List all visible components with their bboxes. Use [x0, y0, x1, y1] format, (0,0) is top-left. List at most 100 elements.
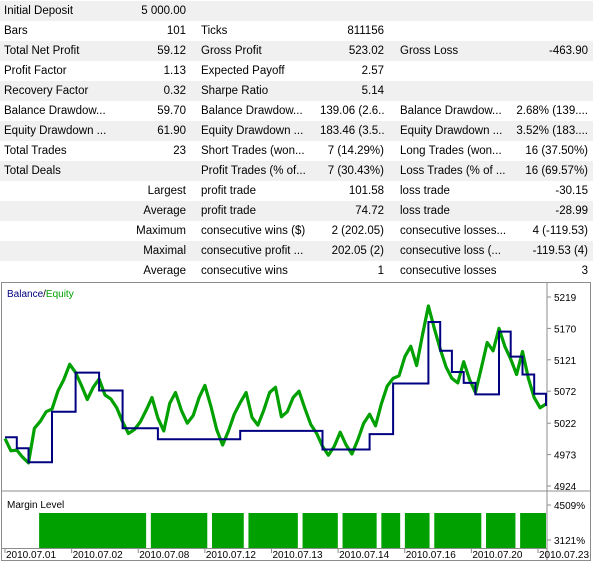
report-label: Total Deals — [4, 165, 61, 177]
balance-series — [5, 321, 547, 464]
report-value: -28.99 — [555, 205, 588, 217]
report-label: Equity Drawdown ... — [201, 125, 304, 137]
report-value: 7 (14.29%) — [327, 145, 384, 157]
report-row: Bars 101 Ticks 811156 — [0, 21, 593, 41]
margin-bar — [150, 513, 208, 548]
report-label — [201, 1, 321, 21]
report-value: Average — [143, 205, 186, 217]
report-row: Profit Factor 1.13 Expected Payoff 2.57 — [0, 61, 593, 81]
report-label: loss trade — [400, 205, 450, 217]
report-value: 16 (37.50%) — [525, 145, 588, 157]
report-label: Bars — [4, 25, 28, 37]
report-label: consecutive losses — [400, 265, 497, 277]
margin-tick-label: 3121% — [554, 536, 585, 547]
report-value: 2.68% (139.... — [516, 105, 588, 117]
report-label — [4, 181, 124, 201]
margin-bar — [342, 513, 377, 548]
report-label: Gross Loss — [400, 45, 459, 57]
report-label: consecutive loss (... — [400, 245, 501, 257]
y-tick-label: 5121 — [554, 356, 577, 367]
balance-equity-chart: Balance / Equity 4924 4973 5022 5072 5121 517… — [1, 282, 591, 561]
report-row: Maximal consecutive profit ... 202.05 (2) c… — [0, 241, 593, 261]
margin-bar — [520, 513, 546, 548]
margin-bar — [404, 513, 430, 548]
legend-balance: Balance — [7, 289, 44, 300]
report-label: Total Trades — [4, 145, 67, 157]
margin-level-title: Margin Level — [7, 500, 64, 511]
report-value: 3.52% (183.... — [516, 125, 588, 137]
y-tick-label: 4973 — [554, 451, 577, 462]
report-value — [500, 21, 588, 41]
report-label: consecutive wins ($) — [201, 225, 306, 237]
report-value: 5.14 — [361, 85, 384, 97]
report-value: 2 (202.05) — [331, 225, 384, 237]
report-row: Maximum consecutive wins ($) 2 (202.05) con… — [0, 221, 593, 241]
report-value: -119.53 (4) — [532, 245, 588, 257]
report-value: 3 — [581, 265, 588, 277]
report-label: Balance Drawdow... — [4, 105, 106, 117]
report-row: Balance Drawdow... 59.70 Balance Drawdow..… — [0, 101, 593, 121]
x-tick-label: 2010.07.12 — [206, 550, 256, 560]
report-value: Maximum — [136, 225, 186, 237]
report-label: Loss Trades (% of ... — [400, 165, 506, 177]
report-value — [320, 1, 384, 21]
report-value: -30.15 — [555, 185, 588, 197]
report-row: Initial Deposit 5 000.00 — [0, 1, 593, 21]
x-tick-label: 2010.07.08 — [139, 550, 189, 560]
report-label: consecutive losses... — [400, 225, 507, 237]
report-label: Equity Drawdown ... — [4, 125, 107, 137]
report-value: 183.46 (3.5... — [320, 125, 384, 137]
report-value: 0.32 — [163, 85, 186, 97]
margin-bar — [302, 513, 338, 548]
report-label — [4, 241, 124, 261]
report-label: Profit Factor — [4, 65, 67, 77]
report-value: 74.72 — [355, 205, 384, 217]
margin-bar — [434, 513, 482, 548]
y-tick-label: 5022 — [554, 419, 577, 430]
report-value: 139.06 (2.6... — [320, 105, 384, 117]
report-label: Recovery Factor — [4, 85, 89, 97]
report-label: Total Net Profit — [4, 45, 80, 57]
report-label — [400, 61, 510, 81]
report-value: 523.02 — [348, 45, 384, 57]
report-label — [4, 221, 124, 241]
report-value: 101 — [166, 25, 186, 37]
report-label — [4, 261, 124, 281]
report-value: 101.58 — [348, 185, 384, 197]
report-value: 1.13 — [163, 65, 186, 77]
report-value — [120, 161, 186, 181]
chart-canvas: Balance / Equity 4924 4973 5022 5072 5121 517… — [2, 283, 590, 560]
report-row: Average consecutive wins 1 consecutive loss… — [0, 261, 593, 281]
report-table: Initial Deposit 5 000.00 Bars 101 Ticks 81115… — [0, 1, 593, 281]
y-tick-label: 5219 — [554, 293, 577, 304]
report-label: Profit Trades (% of... — [201, 165, 306, 177]
report-value: 1 — [377, 265, 384, 277]
report-value: Maximal — [143, 245, 186, 257]
report-label: profit trade — [201, 205, 256, 217]
legend-separator: / — [43, 289, 46, 300]
x-tick-label: 2010.07.20 — [472, 550, 522, 560]
margin-bar — [39, 513, 147, 548]
report-row: Total Deals Profit Trades (% of... 7 (30.4… — [0, 161, 593, 181]
report-row: Recovery Factor 0.32 Sharpe Ratio 5.14 — [0, 81, 593, 101]
x-tick-label: 2010.07.23 — [539, 550, 589, 560]
report-label: consecutive wins — [201, 265, 288, 277]
report-row: Largest profit trade 101.58 loss trade -30.1… — [0, 181, 593, 201]
report-value: 2.57 — [361, 65, 384, 77]
report-label — [400, 1, 510, 21]
report-value: 59.12 — [157, 45, 186, 57]
x-tick-label: 2010.07.02 — [73, 550, 123, 560]
x-tick-label: 2010.07.16 — [406, 550, 456, 560]
report-label: Gross Profit — [201, 45, 262, 57]
report-label: Ticks — [201, 25, 228, 37]
report-label: Balance Drawdow... — [201, 105, 303, 117]
margin-tick-label: 4509% — [554, 501, 585, 512]
report-value — [500, 61, 588, 81]
report-row: Average profit trade 74.72 loss trade -28.99 — [0, 201, 593, 221]
report-value: 59.70 — [157, 105, 186, 117]
report-label: Long Trades (won... — [400, 145, 502, 157]
report-value: 4 (-119.53) — [532, 225, 588, 237]
report-row: Total Trades 23 Short Trades (won... 7 (14.… — [0, 141, 593, 161]
report-label: Sharpe Ratio — [201, 85, 269, 97]
report-value: 202.05 (2) — [331, 245, 384, 257]
